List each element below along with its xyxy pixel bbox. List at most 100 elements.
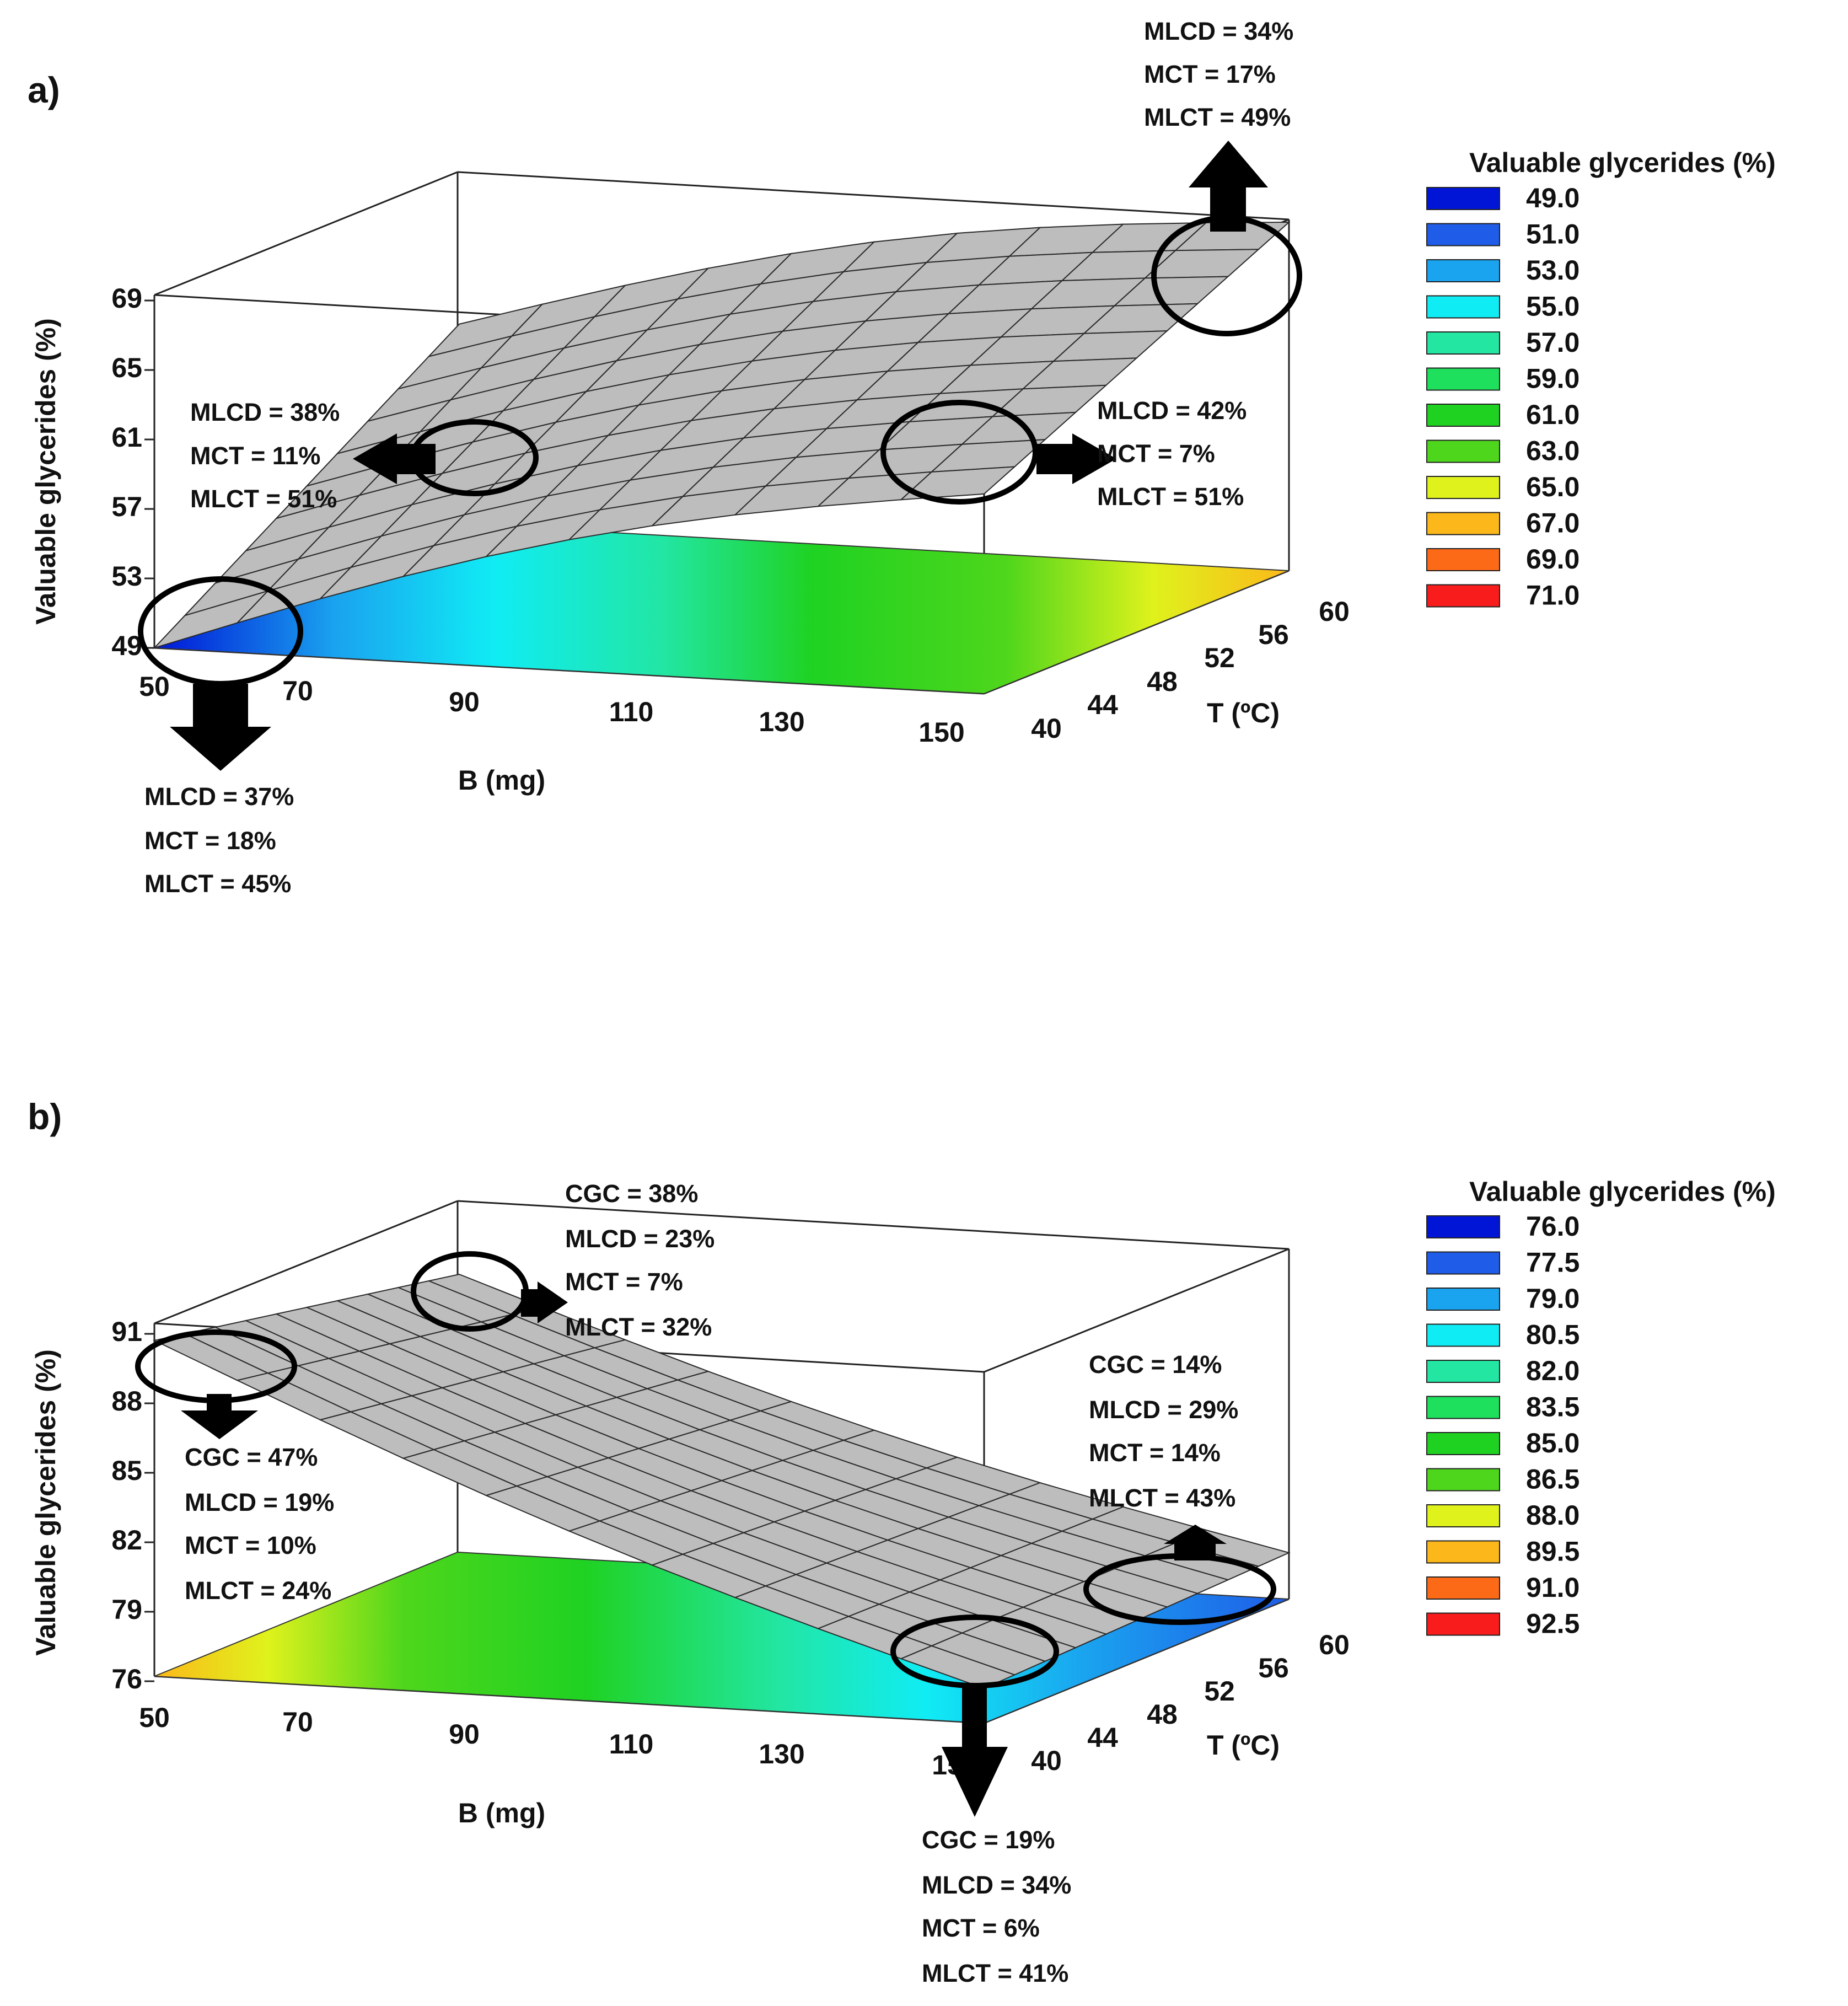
- y-tick: 52: [1204, 642, 1235, 673]
- legend-label: 61.0: [1526, 399, 1580, 430]
- legend-label: 76.0: [1526, 1211, 1580, 1242]
- legend-a: Valuable glycerides (%) 49.0 51.0 53.0 55.0…: [1426, 147, 1776, 611]
- legend-label: 85.0: [1526, 1428, 1580, 1458]
- legend-swatch: [1426, 1540, 1500, 1564]
- arrow-down-icon: [170, 684, 271, 771]
- legend-label: 53.0: [1526, 255, 1580, 286]
- legend-swatch: [1426, 367, 1500, 391]
- z-axis-a: 49 53 57 61 65 69 Valuable glycerides (%…: [30, 283, 154, 661]
- legend-swatch: [1426, 331, 1500, 355]
- z-tick: 65: [111, 352, 142, 383]
- annotation-line: MLCD = 34%: [1144, 17, 1293, 45]
- annotation-a-b50-t40: MLCD = 37% MCT = 18% MLCT = 45%: [144, 782, 294, 898]
- legend-swatch: [1426, 512, 1500, 535]
- legend-label: 59.0: [1526, 363, 1580, 394]
- x-tick: 90: [449, 1719, 480, 1750]
- annotation-line: MLCT = 41%: [922, 1959, 1068, 1987]
- legend-swatch: [1426, 295, 1500, 319]
- legend-label: 51.0: [1526, 219, 1580, 250]
- legend-b: Valuable glycerides (%) 76.0 77.5 79.0 80.5…: [1426, 1176, 1776, 1639]
- x-tick: 130: [759, 706, 804, 737]
- arrow-up-icon: [1189, 141, 1268, 232]
- panel-b: b) 76 79 82 85 88 91: [28, 1096, 1776, 1987]
- y-tick: 48: [1147, 1699, 1178, 1730]
- legend-swatch: [1426, 1576, 1500, 1600]
- z-tick: 88: [111, 1386, 142, 1417]
- y-tick: 56: [1258, 619, 1289, 650]
- y-tick: 48: [1147, 666, 1178, 697]
- legend-label: 67.0: [1526, 508, 1580, 539]
- legend-title: Valuable glycerides (%): [1469, 1176, 1776, 1207]
- legend-label: 91.0: [1526, 1572, 1580, 1603]
- z-tick: 91: [111, 1316, 142, 1347]
- legend-label: 65.0: [1526, 471, 1580, 502]
- y-tick: 60: [1319, 1629, 1350, 1660]
- y-tick: 52: [1204, 1676, 1235, 1707]
- y-axis-a: 40 44 48 52 56 60 T (ºC): [1031, 596, 1350, 744]
- legend-label: 89.5: [1526, 1536, 1580, 1567]
- legend-swatch: [1426, 1323, 1500, 1347]
- x-tick: 110: [609, 1729, 654, 1760]
- legend-swatch: [1426, 439, 1500, 463]
- legend-label: 55.0: [1526, 291, 1580, 322]
- annotation-line: MLCT = 51%: [1097, 482, 1244, 511]
- legend-swatch: [1426, 1288, 1500, 1311]
- y-tick: 60: [1319, 596, 1350, 627]
- x-tick: 110: [609, 696, 654, 727]
- legend-label: 92.5: [1526, 1608, 1580, 1639]
- x-tick: 130: [759, 1739, 804, 1769]
- y-axis-title-a: T (ºC): [1207, 698, 1280, 728]
- z-tick: 53: [111, 561, 142, 592]
- annotation-line: CGC = 47%: [185, 1443, 318, 1471]
- annotation-line: MLCT = 24%: [185, 1576, 331, 1605]
- z-axis-title-b: Valuable glycerides (%): [30, 1349, 61, 1656]
- annotation-line: MCT = 17%: [1144, 60, 1276, 88]
- x-axis-title-a: B (mg): [458, 765, 545, 796]
- z-tick: 61: [111, 422, 142, 453]
- annotation-a-b50-t60: MLCD = 38% MCT = 11% MLCT = 51%: [190, 398, 340, 513]
- legend-swatch: [1426, 548, 1500, 571]
- highlight-ellipse: [880, 400, 1038, 505]
- annotation-a-b150-t60: MLCD = 34% MCT = 17% MLCT = 49%: [1144, 17, 1293, 131]
- legend-swatch: [1426, 1251, 1500, 1275]
- x-axis-a: 50 70 90 110 130 150 B (mg): [139, 671, 965, 796]
- y-tick: 44: [1087, 689, 1118, 720]
- legend-label: 83.5: [1526, 1392, 1580, 1423]
- annotation-line: MLCD = 37%: [144, 782, 294, 811]
- x-axis-b: 50 70 90 110 130 15 B (mg): [139, 1702, 963, 1828]
- surface-cell: [899, 1645, 1017, 1689]
- annotation-line: MCT = 10%: [185, 1531, 316, 1559]
- arrow-right-icon: [1036, 433, 1116, 484]
- legend-swatch: [1426, 1360, 1500, 1383]
- annotation-b-b150-t60: CGC = 14% MLCD = 29% MCT = 14% MLCT = 43…: [1089, 1350, 1238, 1512]
- annotation-a-b150-t40: MLCD = 42% MCT = 7% MLCT = 51%: [1097, 396, 1247, 511]
- legend-label: 88.0: [1526, 1500, 1580, 1531]
- legend-swatch: [1426, 1396, 1500, 1419]
- panel-a: a) 49 53 57 61 65 69: [28, 17, 1776, 898]
- annotation-line: CGC = 19%: [922, 1826, 1055, 1854]
- annotation-line: MCT = 18%: [144, 827, 276, 855]
- legend-swatch: [1426, 1504, 1500, 1527]
- x-tick: 90: [449, 686, 480, 717]
- legend-swatch: [1426, 584, 1500, 608]
- z-tick: 85: [111, 1455, 142, 1486]
- arrow-down-icon: [942, 1685, 1008, 1817]
- panel-label-b: b): [28, 1096, 62, 1137]
- annotation-line: CGC = 38%: [565, 1179, 698, 1208]
- legend-label: 63.0: [1526, 436, 1580, 466]
- annotation-line: MCT = 7%: [1097, 439, 1215, 468]
- annotation-b-b50-t40: CGC = 47% MLCD = 19% MCT = 10% MLCT = 24…: [185, 1443, 334, 1605]
- annotation-line: MCT = 7%: [565, 1268, 683, 1296]
- legend-label: 82.0: [1526, 1355, 1580, 1386]
- legend-label: 77.5: [1526, 1247, 1580, 1278]
- annotation-b-b150-t40: CGC = 19% MLCD = 34% MCT = 6% MLCT = 41%: [922, 1826, 1071, 1987]
- annotation-b-b50-t60: CGC = 38% MLCD = 23% MCT = 7% MLCT = 32%: [565, 1179, 715, 1341]
- legend-label: 79.0: [1526, 1283, 1580, 1314]
- legend-swatch: [1426, 223, 1500, 246]
- legend-swatch: [1426, 1215, 1500, 1238]
- z-tick: 82: [111, 1525, 142, 1556]
- y-tick: 40: [1031, 713, 1062, 744]
- x-axis-title-b: B (mg): [458, 1798, 545, 1828]
- legend-label: 69.0: [1526, 544, 1580, 575]
